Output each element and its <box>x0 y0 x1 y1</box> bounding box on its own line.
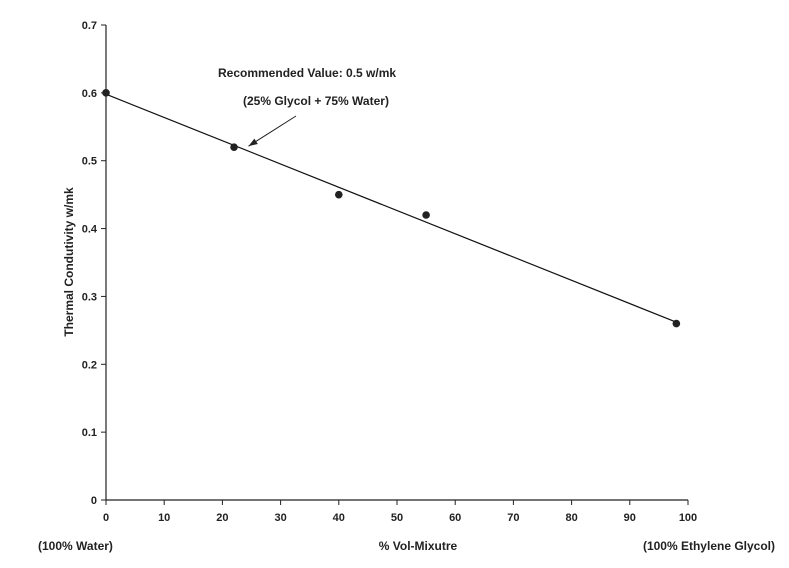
data-point <box>335 190 343 199</box>
data-point <box>422 211 430 219</box>
trendline <box>105 93 677 323</box>
x-tick-label: 90 <box>624 512 636 524</box>
x-tick-label: 50 <box>391 512 403 524</box>
y-axis-title: Thermal Condutivity w/mk <box>62 187 76 337</box>
y-tick-label: 0.6 <box>82 88 97 100</box>
y-tick-label: 0 <box>91 495 97 507</box>
x-tick-label: 0 <box>103 512 109 524</box>
annotation-recommended-value: Recommended Value: 0.5 w/mk <box>218 66 396 80</box>
annotation-mixture: (25% Glycol + 75% Water) <box>243 94 389 108</box>
x-axis-ticks: 0 10 20 30 40 50 60 70 80 90 100 <box>103 500 697 524</box>
y-tick-label: 0.1 <box>82 427 97 439</box>
x-axis-right-end-label: (100% Ethylene Glycol) <box>643 539 775 553</box>
x-tick-label: 80 <box>565 512 577 524</box>
x-tick-label: 70 <box>507 512 519 524</box>
y-tick-label: 0.7 <box>82 20 97 32</box>
x-tick-label: 20 <box>216 512 228 524</box>
data-point <box>230 143 238 151</box>
y-tick-label: 0.2 <box>82 359 97 371</box>
x-tick-label: 10 <box>158 512 170 524</box>
y-axis-ticks: 0 0.1 0.2 0.3 0.4 0.5 0.6 0.7 <box>82 20 106 507</box>
data-point <box>102 89 110 97</box>
annotation-arrow <box>248 115 297 147</box>
x-axis-title: % Vol-Mixutre <box>379 539 458 553</box>
data-points <box>102 89 681 328</box>
y-tick-label: 0.4 <box>82 224 98 236</box>
x-tick-label: 40 <box>333 512 345 524</box>
y-tick-label: 0.5 <box>82 156 97 168</box>
data-point <box>672 319 681 328</box>
x-tick-label: 30 <box>274 512 286 524</box>
x-tick-label: 60 <box>449 512 461 524</box>
x-tick-label: 100 <box>679 512 697 524</box>
y-tick-label: 0.3 <box>82 291 97 303</box>
x-axis-left-end-label: (100% Water) <box>38 539 113 553</box>
annotation-arrowhead <box>248 138 258 147</box>
